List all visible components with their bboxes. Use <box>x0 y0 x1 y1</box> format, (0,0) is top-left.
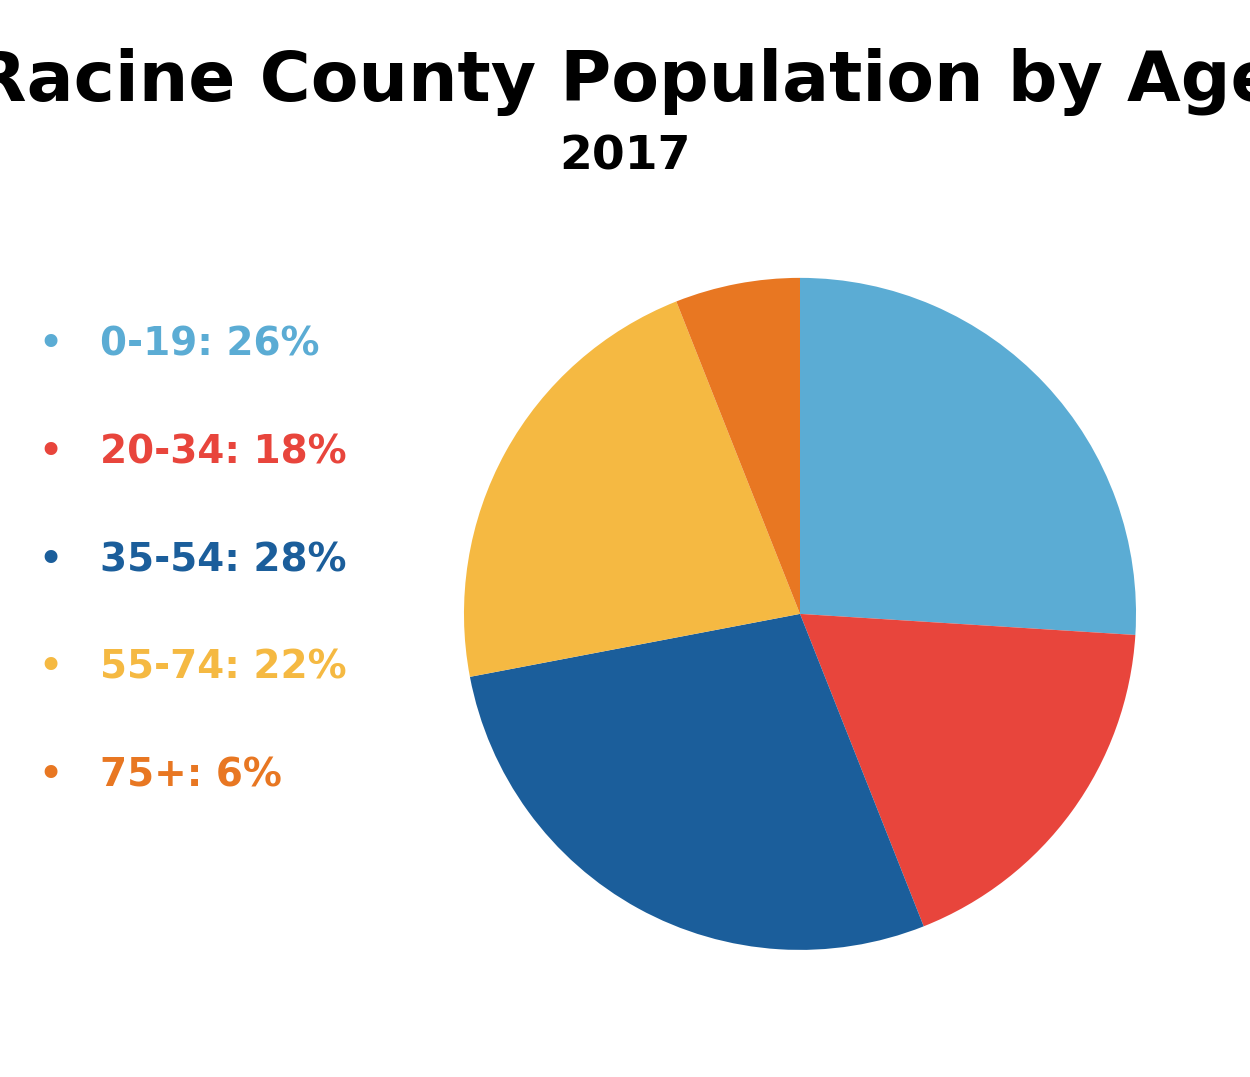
Text: 2017: 2017 <box>559 135 691 180</box>
Text: 55-74: 22%: 55-74: 22% <box>100 648 346 687</box>
Wedge shape <box>800 278 1136 635</box>
Text: Racine County Population by Age: Racine County Population by Age <box>0 48 1250 116</box>
Text: 20-34: 18%: 20-34: 18% <box>100 433 346 472</box>
Wedge shape <box>470 614 924 950</box>
Wedge shape <box>800 614 1135 926</box>
Text: •: • <box>38 323 64 366</box>
Text: 75+: 6%: 75+: 6% <box>100 756 282 795</box>
Text: •: • <box>38 431 64 474</box>
Text: •: • <box>38 646 64 689</box>
Text: 35-54: 28%: 35-54: 28% <box>100 541 346 579</box>
Wedge shape <box>464 302 800 676</box>
Text: •: • <box>38 538 64 582</box>
Text: 0-19: 26%: 0-19: 26% <box>100 325 320 364</box>
Wedge shape <box>676 278 800 614</box>
Text: •: • <box>38 754 64 797</box>
